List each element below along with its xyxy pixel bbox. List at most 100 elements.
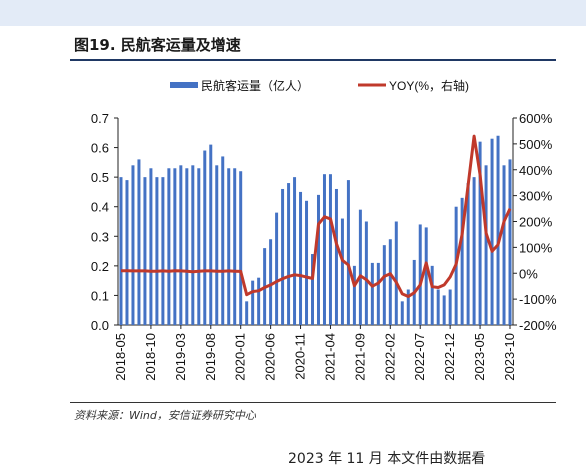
bar (167, 168, 171, 325)
bar (155, 177, 159, 325)
left-tick-label: 0.4 (91, 200, 109, 215)
bar (275, 212, 279, 325)
bar (472, 177, 476, 325)
bar (257, 277, 261, 325)
bar (221, 156, 225, 325)
x-tick-label: 2020-01 (233, 333, 248, 381)
bar (185, 168, 189, 325)
left-tick-label: 0.0 (91, 318, 109, 333)
left-tick-label: 0.7 (91, 111, 109, 126)
bar (370, 262, 374, 325)
figure-title: 图19. 民航客运量及增速 (74, 36, 241, 54)
x-tick-label: 2020-11 (293, 333, 308, 380)
legend-bar-label: 民航客运量（亿人） (201, 78, 309, 93)
bar (251, 280, 255, 325)
x-tick-label: 2019-08 (203, 333, 218, 381)
bar (125, 180, 129, 325)
title-rule (70, 59, 556, 61)
bar (179, 165, 183, 325)
right-tick-label: 400% (519, 163, 553, 178)
chart: 民航客运量（亿人） YOY(%，右轴) 0.0 0.1 0.2 0.3 0.4 0.5 0.6 0… (91, 78, 557, 381)
right-tick-label: -200% (519, 318, 557, 333)
bar (143, 177, 147, 325)
bar (245, 301, 249, 325)
bar (352, 265, 356, 325)
yoy-line (121, 134, 512, 298)
bar (287, 183, 291, 325)
bar (131, 165, 135, 325)
left-tick-label: 0.3 (91, 229, 109, 244)
legend-bar-swatch (170, 82, 198, 88)
left-tick-label: 0.2 (91, 259, 109, 274)
bar (496, 135, 500, 325)
bar (418, 224, 422, 325)
bar (466, 183, 470, 325)
legend-line-label: YOY(%，右轴) (389, 78, 469, 93)
bar (478, 141, 482, 325)
x-tick-label: 2018-05 (113, 333, 128, 381)
bar (173, 168, 177, 325)
right-tick-label: 600% (519, 111, 553, 126)
x-tick-label: 2022-12 (442, 333, 457, 381)
source-note: 资料来源：Wind，安信证券研究中心 (74, 409, 256, 422)
bar (293, 177, 297, 325)
bar (502, 165, 506, 325)
bar (311, 254, 315, 325)
bar (424, 227, 428, 325)
x-tick-label: 2023-10 (502, 333, 517, 381)
x-tick-label: 2022-02 (382, 333, 397, 381)
x-tick-label: 2021-09 (352, 333, 367, 381)
bar (430, 265, 434, 325)
bar (299, 191, 303, 325)
bar (340, 218, 344, 325)
bar (460, 197, 464, 325)
left-tick-label: 0.5 (91, 170, 109, 185)
bar (137, 159, 141, 325)
bar (119, 177, 123, 325)
bar (406, 289, 410, 325)
bar (269, 239, 273, 325)
bar (305, 200, 309, 325)
bar (484, 165, 488, 325)
bar (490, 138, 494, 325)
x-tick-label: 2018-10 (143, 333, 158, 381)
left-tick-label: 0.6 (91, 141, 109, 156)
bar (215, 165, 219, 325)
bar (388, 239, 392, 325)
bar (233, 168, 237, 325)
bar (161, 177, 165, 325)
bar (400, 301, 404, 325)
bar (448, 289, 452, 325)
footer-text: 2023 年 11 月 本文件由数据看 (288, 451, 486, 467)
right-tick-label: 100% (519, 240, 553, 255)
bar (203, 150, 207, 325)
right-tick-label: 300% (519, 189, 553, 204)
bar (149, 168, 153, 325)
bar (322, 174, 326, 325)
bar (191, 165, 195, 325)
x-tick-label: 2022-07 (412, 333, 427, 381)
x-tick-label: 2020-06 (263, 333, 278, 381)
bar (364, 221, 368, 325)
bar (334, 188, 338, 325)
bar (382, 245, 386, 325)
bar (436, 289, 440, 325)
bar (442, 295, 446, 325)
left-tick-label: 0.1 (91, 288, 109, 303)
bar (316, 194, 320, 325)
bar (328, 174, 332, 325)
source-rule (70, 402, 556, 403)
right-tick-label: -100% (519, 292, 557, 307)
bar (358, 209, 362, 325)
bar (281, 188, 285, 325)
x-tick-label: 2019-03 (173, 333, 188, 381)
bar (376, 262, 380, 325)
bar (227, 168, 231, 325)
bar (346, 180, 350, 325)
right-tick-label: 500% (519, 137, 553, 152)
right-tick-label: 200% (519, 215, 553, 230)
bar (209, 144, 213, 325)
top-band (0, 0, 586, 26)
x-tick-label: 2023-05 (472, 333, 487, 381)
bar (508, 159, 512, 325)
